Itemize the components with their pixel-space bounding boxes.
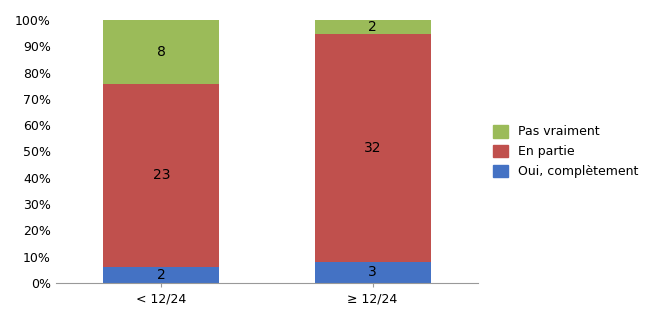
Text: 8: 8: [157, 45, 166, 59]
Text: 32: 32: [364, 141, 381, 155]
Bar: [314, 262, 431, 283]
Bar: [103, 267, 219, 283]
Text: 2: 2: [368, 20, 377, 34]
Bar: [103, 20, 219, 84]
Bar: [103, 84, 219, 267]
Bar: [314, 20, 431, 34]
Legend: Pas vraiment, En partie, Oui, complètement: Pas vraiment, En partie, Oui, complèteme…: [493, 125, 638, 178]
Text: 3: 3: [368, 265, 377, 279]
Bar: [314, 34, 431, 262]
Text: 2: 2: [157, 268, 166, 282]
Text: 23: 23: [153, 168, 170, 182]
